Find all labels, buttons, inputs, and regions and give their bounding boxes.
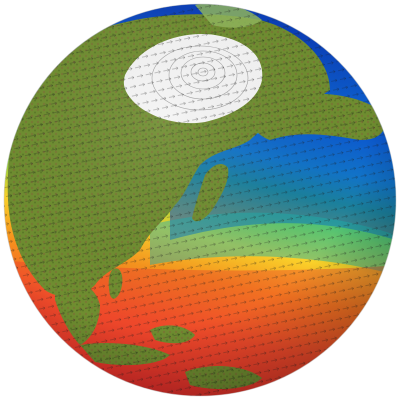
- globe-outline: [3, 3, 397, 397]
- globe-shading: [4, 4, 396, 396]
